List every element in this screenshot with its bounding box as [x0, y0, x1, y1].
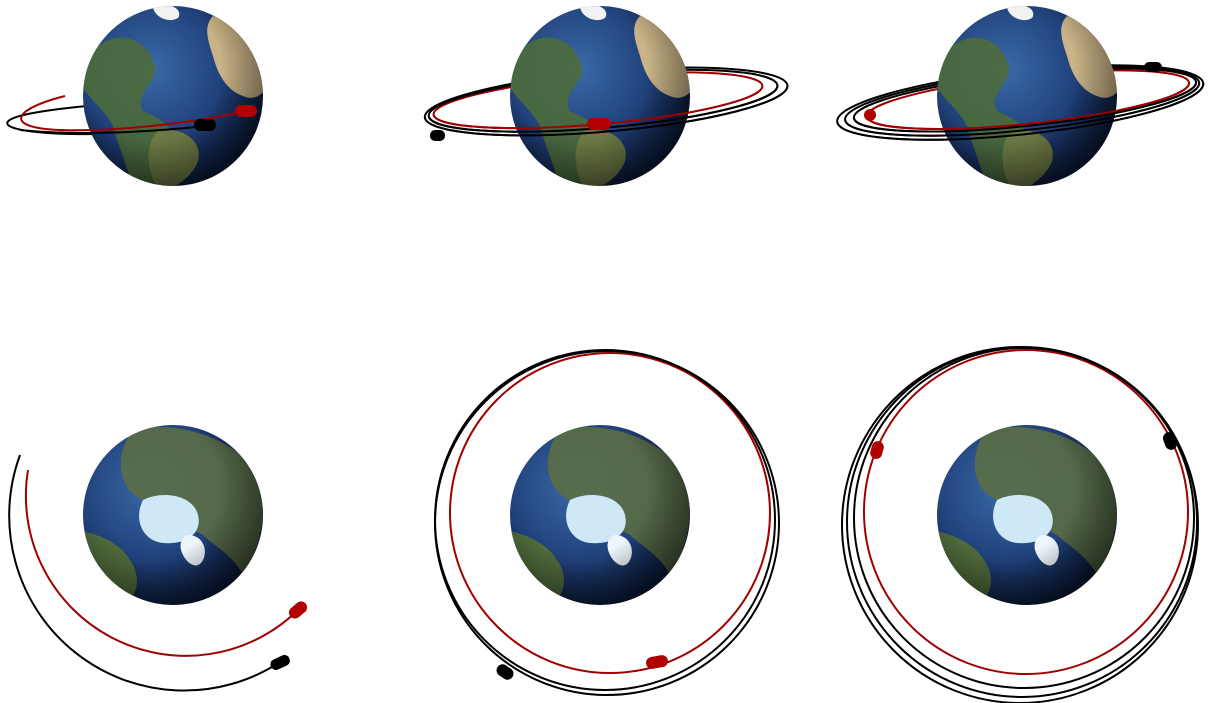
satellite-black	[270, 654, 290, 671]
panel-top-2	[423, 5, 789, 191]
satellite-red	[587, 118, 611, 130]
orbit-red	[449, 352, 771, 674]
satellite-black	[430, 130, 445, 141]
globe	[932, 425, 1117, 610]
satellite-red	[870, 441, 884, 459]
orbit-black	[434, 350, 780, 696]
satellite-red	[288, 601, 308, 619]
satellite-black	[496, 664, 514, 680]
panel-bottom-1	[8, 425, 308, 692]
globe	[78, 425, 263, 610]
satellite-red	[864, 109, 876, 121]
globe	[505, 5, 695, 191]
globe	[505, 425, 690, 610]
satellite-red	[646, 655, 668, 669]
satellite-black	[194, 119, 216, 131]
panel-top-3	[836, 5, 1205, 191]
orbit-red	[24, 469, 299, 657]
panel-bottom-3	[841, 346, 1199, 703]
orbit-red	[863, 349, 1189, 675]
orbits-front	[836, 81, 1205, 141]
orbit-black	[19, 125, 206, 134]
globe	[78, 5, 268, 191]
orbit-black	[841, 346, 1199, 703]
satellite-black	[1144, 62, 1162, 72]
satellite-red	[235, 105, 257, 117]
panel-bottom-2	[434, 349, 780, 696]
orbit-black	[8, 454, 281, 692]
globe	[932, 5, 1122, 191]
panel-top-1	[6, 5, 268, 191]
satellite-black	[1162, 432, 1178, 450]
